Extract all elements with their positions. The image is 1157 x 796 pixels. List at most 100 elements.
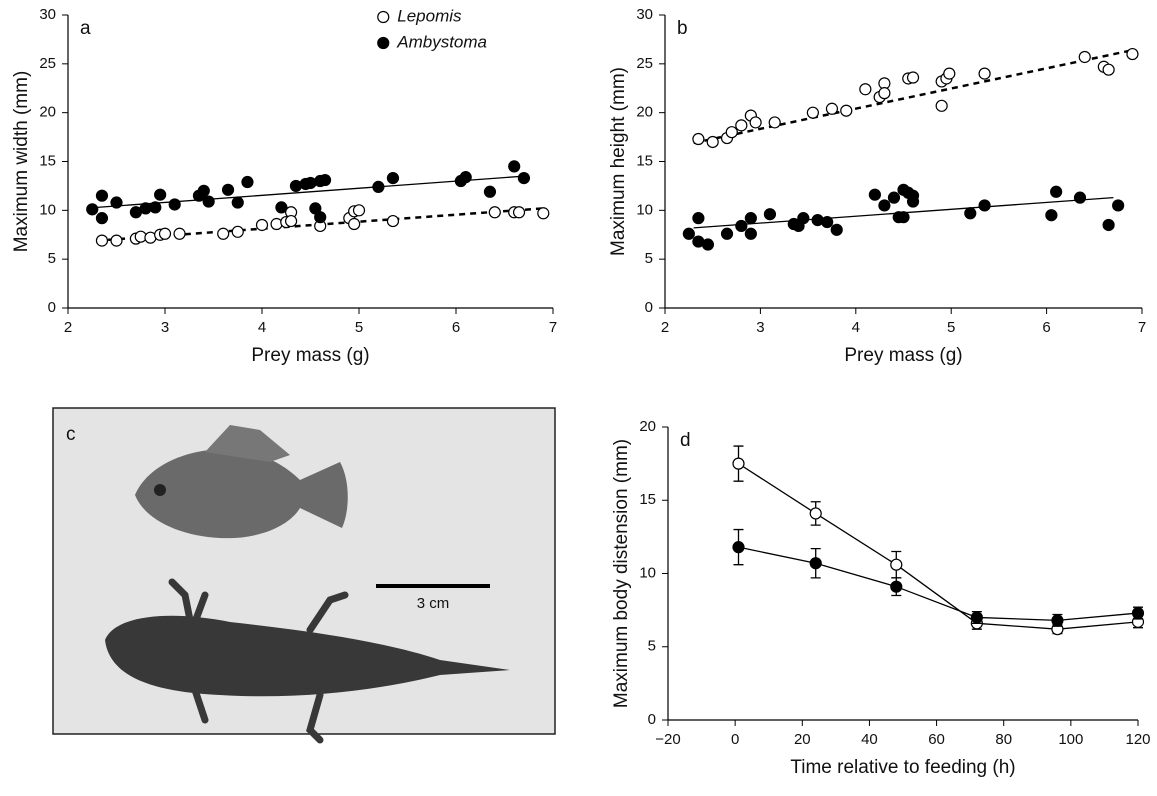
point	[1126, 47, 1139, 61]
point	[978, 67, 991, 80]
y-axis-label: Maximum height (mm)	[608, 67, 629, 256]
point	[483, 185, 497, 198]
point	[978, 199, 991, 212]
y-tick-label: 15	[636, 152, 653, 169]
point	[95, 234, 109, 247]
point	[809, 557, 822, 570]
point	[970, 611, 983, 624]
point	[168, 198, 181, 211]
y-tick-label: 0	[648, 711, 656, 728]
point	[692, 132, 705, 146]
legend-label: Lepomis	[397, 6, 462, 25]
y-tick-label: 30	[636, 6, 653, 23]
panel-label: a	[80, 18, 91, 39]
point	[744, 227, 757, 240]
salamander-photo	[105, 615, 510, 697]
point	[110, 196, 123, 209]
point	[537, 207, 550, 220]
point	[732, 541, 745, 554]
point	[964, 207, 977, 220]
panel-label: b	[677, 18, 688, 39]
point	[348, 217, 361, 231]
x-tick-label: 100	[1058, 731, 1083, 748]
point	[1073, 191, 1087, 204]
point	[878, 87, 891, 100]
point	[1078, 50, 1091, 64]
legend-marker	[377, 36, 390, 50]
point	[943, 67, 956, 80]
y-tick-label: 10	[636, 201, 653, 218]
point	[763, 208, 777, 221]
point	[275, 201, 288, 214]
x-tick-label: 20	[794, 731, 811, 748]
point	[86, 203, 99, 216]
y-tick-label: 5	[645, 250, 653, 267]
x-tick-label: 3	[161, 319, 169, 336]
panel-label: c	[66, 424, 76, 445]
x-tick-label: 4	[258, 319, 266, 336]
x-tick-label: 0	[731, 731, 739, 748]
point	[906, 195, 920, 208]
y-tick-label: 30	[39, 6, 56, 23]
x-tick-label: 5	[355, 319, 363, 336]
point	[887, 191, 901, 204]
point	[110, 234, 123, 247]
y-tick-label: 10	[639, 564, 656, 581]
point	[701, 238, 715, 251]
fish-eye	[154, 484, 166, 496]
point	[352, 204, 366, 217]
point	[488, 206, 501, 219]
point	[173, 227, 186, 240]
point	[372, 180, 385, 193]
x-tick-label: 5	[947, 319, 955, 336]
point	[692, 212, 705, 225]
point	[158, 227, 172, 240]
y-tick-label: 25	[39, 55, 56, 72]
x-tick-label: 2	[661, 319, 669, 336]
point	[270, 217, 283, 231]
point	[255, 218, 269, 232]
y-tick-label: 15	[39, 152, 56, 169]
point	[935, 99, 948, 112]
point	[859, 83, 872, 96]
x-tick-label: −20	[655, 731, 680, 748]
y-axis-label: Maximum width (mm)	[11, 71, 32, 253]
point	[878, 199, 891, 212]
point	[221, 183, 235, 196]
point	[512, 206, 526, 219]
point	[1050, 185, 1063, 198]
point	[806, 106, 819, 119]
point	[386, 214, 400, 228]
point	[459, 171, 472, 184]
point	[890, 580, 903, 593]
point	[95, 212, 109, 225]
y-tick-label: 0	[48, 299, 56, 316]
point	[386, 172, 400, 185]
point	[289, 179, 303, 193]
point	[318, 173, 332, 187]
x-tick-label: 6	[1042, 319, 1050, 336]
y-tick-label: 15	[639, 491, 656, 508]
x-tick-label: 4	[852, 319, 860, 336]
fish-photo	[135, 449, 348, 539]
x-axis-label: Prey mass (g)	[251, 345, 369, 366]
point	[725, 126, 738, 139]
point	[682, 227, 695, 240]
point	[241, 175, 254, 189]
legend-marker	[377, 10, 390, 24]
x-tick-label: 7	[549, 319, 557, 336]
y-tick-label: 20	[39, 104, 56, 121]
point	[749, 116, 762, 129]
point	[830, 223, 843, 236]
point	[768, 116, 781, 129]
point	[508, 160, 521, 173]
point	[1045, 209, 1058, 222]
point	[231, 196, 244, 209]
point	[706, 135, 719, 149]
x-tick-label: 80	[995, 731, 1012, 748]
y-tick-label: 25	[636, 55, 653, 72]
y-tick-label: 20	[639, 418, 656, 435]
photo-panel: 3 cm c	[52, 407, 556, 744]
